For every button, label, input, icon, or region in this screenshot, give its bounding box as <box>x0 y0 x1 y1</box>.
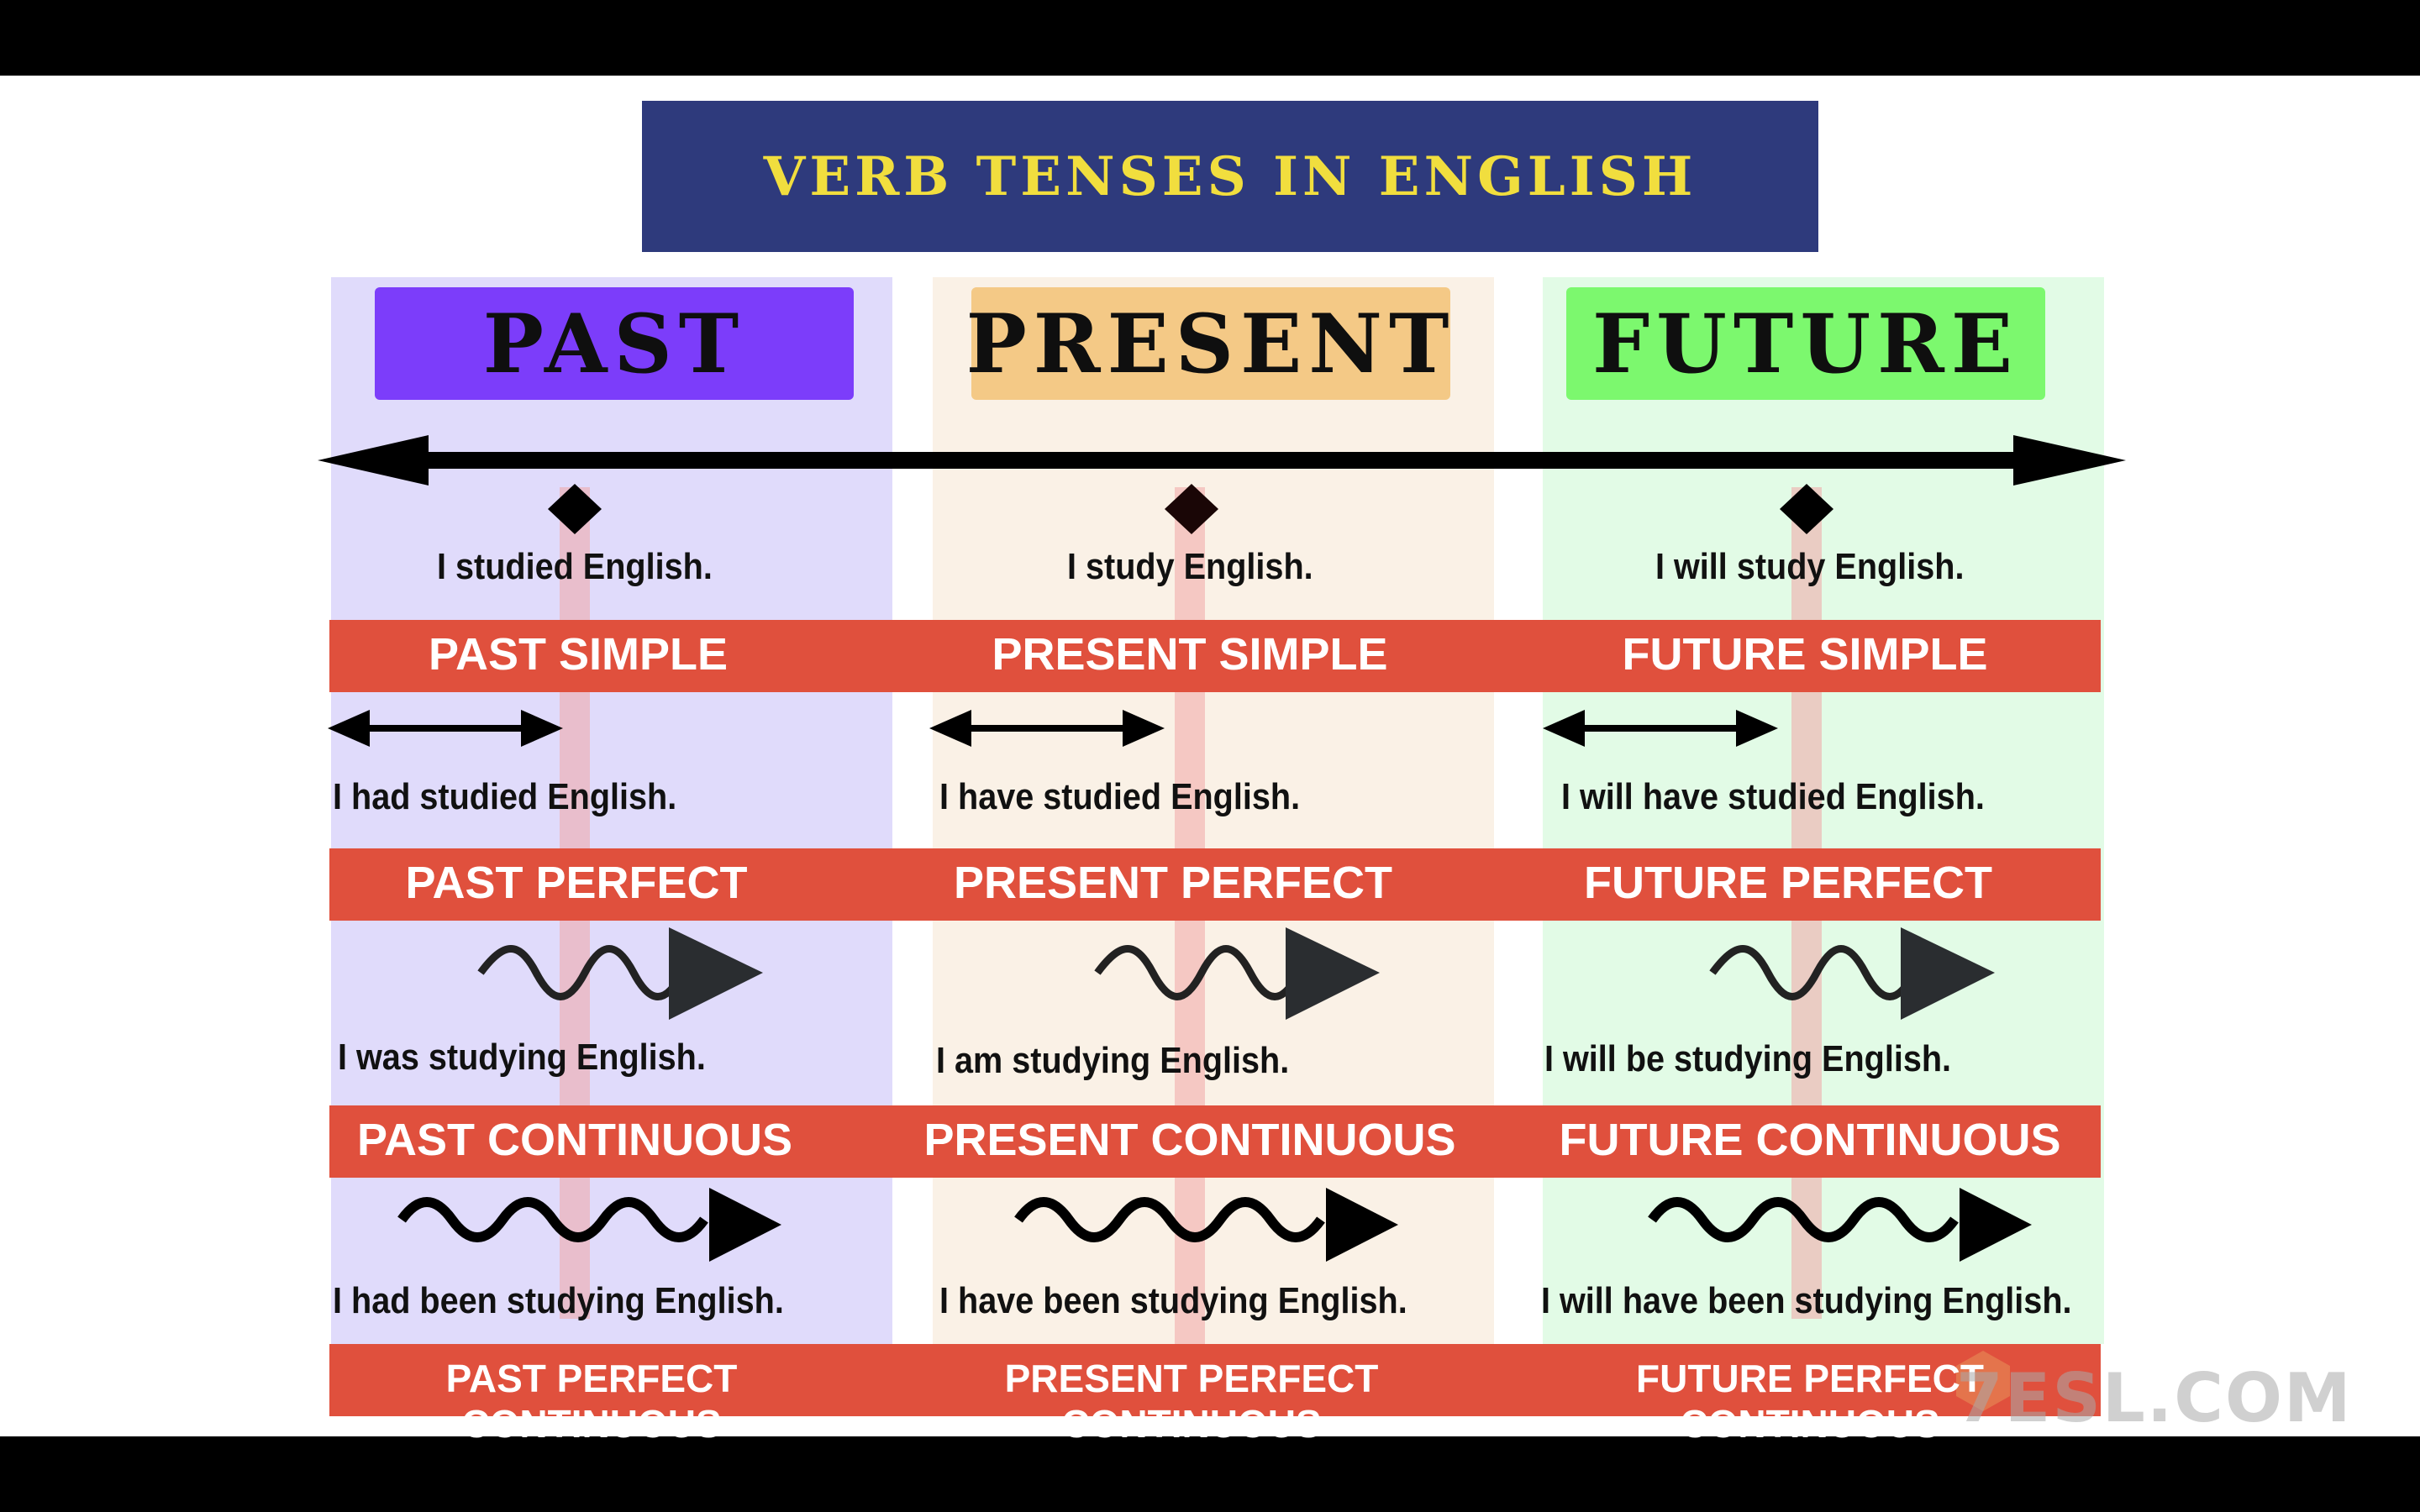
past-perfect-label: PAST PERFECT <box>405 858 748 908</box>
future-duration-arrow-icon <box>1543 710 1778 747</box>
future-perfect-continuous-example: I will have been studying English. <box>1541 1280 2072 1321</box>
past-point-icon <box>548 484 602 534</box>
page-title: VERB TENSES IN ENGLISH <box>763 144 1697 208</box>
future-perfect-continuous-label: FUTURE PERFECT CONTINUOUS <box>1636 1357 1984 1446</box>
future-continuous-label: FUTURE CONTINUOUS <box>1559 1115 2061 1165</box>
past-perfect-continuous-example: I had been studying English. <box>333 1280 784 1321</box>
past-simple-label: PAST SIMPLE <box>428 629 729 680</box>
present-point-icon <box>1165 484 1218 534</box>
past-wave-arrow-icon <box>477 927 763 1020</box>
past-continuous-label: PAST CONTINUOUS <box>356 1115 792 1165</box>
present-perfect-label: PRESENT PERFECT <box>953 858 1393 908</box>
past-perfect-continuous-label: PAST PERFECT CONTINUOUS <box>445 1357 738 1446</box>
future-perfect-example: I will have studied English. <box>1561 776 1985 817</box>
future-header-label: FUTURE <box>1592 296 2019 391</box>
title-banner: VERB TENSES IN ENGLISH <box>642 101 1818 252</box>
present-perfect-continuous-example: I have been studying English. <box>939 1280 1407 1321</box>
past-simple-example: I studied English. <box>437 546 713 587</box>
present-duration-arrow-icon <box>929 710 1165 747</box>
present-header: PRESENT <box>966 287 1450 400</box>
future-simple-example: I will study English. <box>1655 546 1965 587</box>
perfect-continuous-band <box>329 1344 2101 1416</box>
future-perfect-label: FUTURE PERFECT <box>1584 858 1992 908</box>
past-header: PAST <box>375 287 854 400</box>
watermark: 7ESL.COM <box>1956 1359 2353 1437</box>
present-simple-label: PRESENT SIMPLE <box>992 629 1388 680</box>
future-continuous-example: I will be studying English. <box>1544 1038 1952 1079</box>
future-wave-arrow-icon <box>1709 927 1995 1020</box>
future-header: FUTURE <box>1566 287 2045 400</box>
past-header-label: PAST <box>482 296 746 391</box>
present-perfect-example: I have studied English. <box>939 776 1301 817</box>
past-duration-arrow-icon <box>328 710 563 747</box>
perfect-band <box>329 848 2101 921</box>
present-continuous-example: I am studying English. <box>936 1040 1290 1081</box>
present-continuous-label: PRESENT CONTINUOUS <box>923 1115 1456 1165</box>
past-long-wave-arrow-icon <box>397 1188 781 1262</box>
present-header-label: PRESENT <box>965 296 1456 391</box>
present-perfect-continuous-label: PRESENT PERFECT CONTINUOUS <box>1004 1357 1379 1446</box>
present-long-wave-arrow-icon <box>1014 1188 1398 1262</box>
main-timeline-arrow <box>318 435 2126 486</box>
future-long-wave-arrow-icon <box>1648 1188 2032 1262</box>
present-wave-arrow-icon <box>1094 927 1380 1020</box>
future-point-icon <box>1780 484 1833 534</box>
past-perfect-example: I had studied English. <box>333 776 677 817</box>
continuous-band <box>329 1105 2101 1178</box>
past-continuous-example: I was studying English. <box>338 1037 706 1078</box>
simple-band <box>329 620 2101 692</box>
present-simple-example: I study English. <box>1067 546 1313 587</box>
watermark-logo-icon <box>1956 1351 2010 1411</box>
future-simple-label: FUTURE SIMPLE <box>1622 629 1988 680</box>
